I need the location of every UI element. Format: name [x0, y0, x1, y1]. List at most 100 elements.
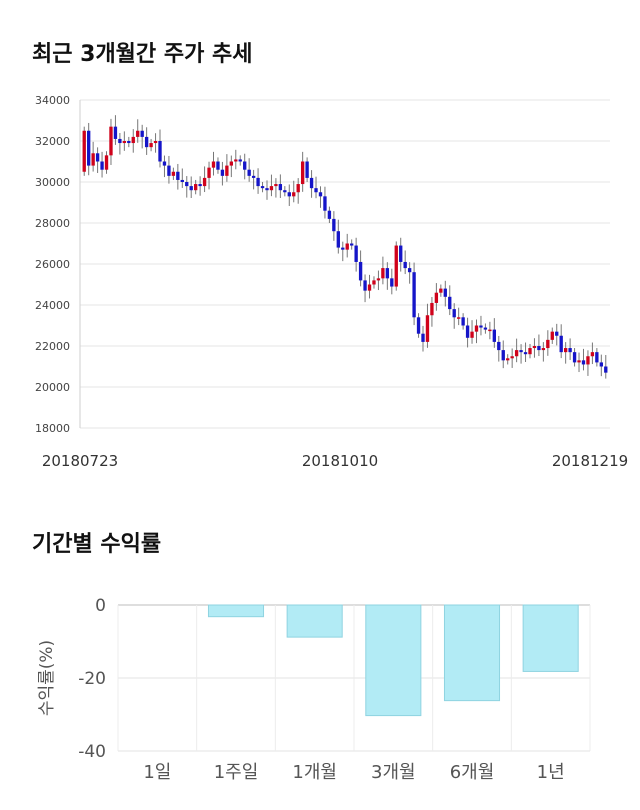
candle-body	[314, 188, 318, 193]
candle	[381, 256, 385, 285]
candle-body	[216, 161, 220, 170]
candle	[528, 343, 532, 359]
candle	[559, 324, 563, 359]
candle	[523, 342, 528, 362]
candle	[234, 149, 238, 170]
candle	[367, 274, 372, 299]
candle	[403, 250, 407, 275]
candle	[167, 155, 171, 184]
candle	[497, 335, 501, 362]
return-bar	[522, 604, 579, 672]
candle-body	[180, 179, 184, 182]
price-x-tick: 20180723	[42, 452, 118, 470]
candle-body	[323, 196, 327, 211]
candle	[180, 168, 184, 188]
candle-body	[510, 356, 514, 359]
candle	[474, 319, 479, 344]
candle-body	[488, 329, 492, 332]
candle-body	[456, 317, 461, 319]
candle-body	[336, 231, 340, 248]
candle	[323, 186, 327, 219]
candle	[479, 315, 483, 336]
candle	[327, 206, 332, 223]
candle-body	[559, 335, 563, 353]
candle-body	[300, 161, 305, 185]
candle	[430, 297, 434, 327]
candle-body	[479, 325, 483, 328]
candle-body	[595, 352, 599, 363]
candle	[443, 280, 447, 307]
candle-body	[604, 366, 608, 373]
candle	[113, 115, 118, 145]
candle	[225, 154, 229, 182]
candle	[100, 151, 104, 178]
candle	[416, 313, 421, 338]
candle	[394, 241, 398, 291]
candle	[358, 250, 363, 287]
candle	[595, 348, 599, 367]
candle	[82, 126, 86, 176]
candle	[229, 155, 234, 178]
candle-body	[358, 261, 363, 281]
candle	[421, 325, 425, 352]
candle-body	[100, 161, 104, 170]
candle-body	[283, 190, 287, 193]
bar-category-label: 6개월	[450, 762, 495, 783]
candle	[470, 320, 474, 344]
candle	[91, 141, 95, 172]
bar-category-label: 1주일	[214, 762, 259, 783]
candle	[577, 352, 581, 373]
candle	[127, 136, 131, 148]
candle	[314, 176, 318, 199]
candle-body	[519, 350, 523, 353]
candle-body	[189, 186, 193, 191]
candle	[318, 186, 323, 208]
candle	[131, 129, 135, 153]
candle	[439, 284, 443, 297]
candle	[412, 262, 416, 326]
candle-body	[158, 141, 162, 162]
candle-body	[394, 245, 398, 287]
candle-body	[532, 346, 537, 349]
candle-body	[537, 346, 541, 351]
candle-body	[350, 243, 354, 246]
candle-body	[193, 184, 198, 191]
candle	[207, 161, 211, 190]
candle	[363, 274, 367, 303]
candle-body	[95, 153, 100, 162]
price-y-tick: 26000	[35, 258, 70, 271]
candle-body	[345, 243, 349, 250]
candle-body	[568, 348, 572, 353]
candle	[198, 176, 202, 196]
candle-body	[448, 296, 452, 310]
candle	[425, 303, 430, 348]
candle-body	[563, 348, 568, 353]
candle-body	[176, 171, 180, 180]
candle-body	[309, 177, 314, 189]
candle	[550, 327, 554, 344]
candle-body	[265, 188, 269, 191]
candle-body	[363, 280, 367, 291]
candle	[287, 184, 291, 206]
candle-body	[506, 358, 510, 361]
candle	[501, 340, 505, 369]
period-return-title: 기간별 수익률	[32, 532, 162, 557]
candle-body	[327, 210, 332, 219]
candle-body	[109, 126, 113, 156]
candle	[604, 355, 608, 379]
bar-category-label: 3개월	[371, 762, 416, 783]
candle-body	[599, 362, 603, 367]
candle	[247, 158, 251, 182]
candle-body	[407, 268, 412, 273]
candle	[483, 323, 488, 334]
candle-body	[372, 280, 376, 285]
candle-body	[399, 245, 403, 262]
candle-body	[104, 155, 109, 170]
candle-body	[149, 143, 153, 148]
candle	[568, 338, 572, 360]
candle	[345, 233, 349, 258]
candle-body	[474, 325, 479, 332]
candle	[537, 334, 541, 357]
price-x-tick: 20181010	[302, 452, 378, 470]
candle	[532, 338, 537, 358]
